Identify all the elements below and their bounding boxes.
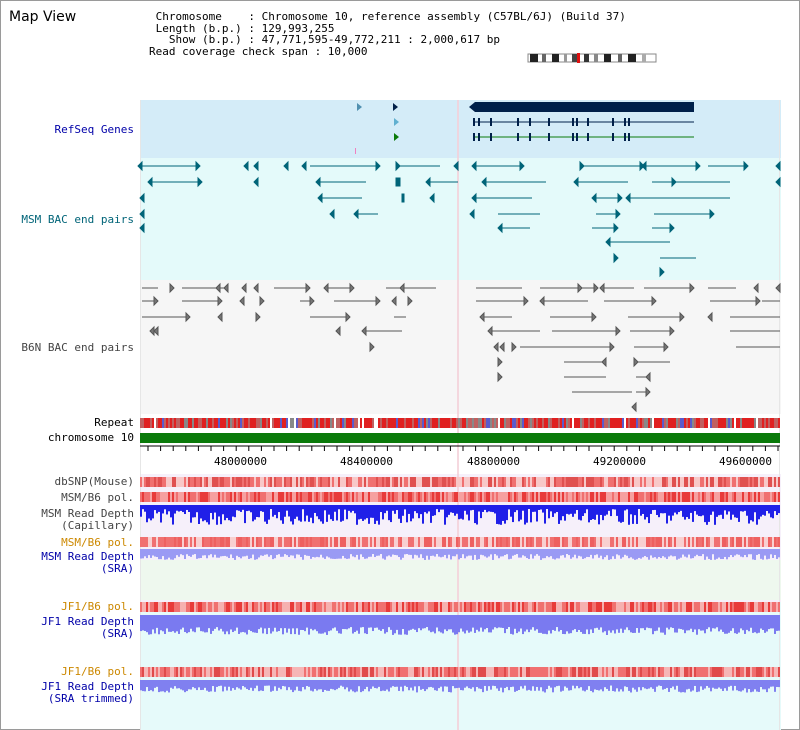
b6n-bac-pairs — [142, 282, 781, 413]
msm-bac-pairs — [137, 160, 781, 278]
b6n-bac-band — [140, 280, 781, 414]
track-label-chromosome[interactable]: chromosome 10 — [47, 431, 134, 444]
label-line: MSM Read Depth — [41, 550, 134, 563]
dbsnp-track[interactable] — [140, 477, 781, 487]
lower-band-2 — [140, 560, 781, 600]
track-label-jf1-depth-sra[interactable]: JF1 Read Depth (SRA) — [41, 616, 134, 640]
label-line: (SRA trimmed) — [47, 692, 134, 705]
refseq-genes-track[interactable] — [140, 100, 781, 158]
track-label-repeat[interactable]: Repeat — [94, 416, 134, 429]
coverage-text: Read coverage check span : 10,000 — [149, 44, 368, 58]
label-line: (Capillary) — [61, 519, 134, 532]
gene-exons — [473, 118, 630, 141]
track-label-msm-depth-sra[interactable]: MSM Read Depth (SRA) — [41, 551, 134, 575]
label-line: MSM Read Depth — [41, 507, 134, 520]
track-label-msm-b6-pol-1[interactable]: MSM/B6 pol. — [61, 491, 134, 504]
chromosome-value: : Chromosome 10, reference assembly (C57… — [248, 10, 626, 23]
axis-tick-label: 49600000 — [719, 455, 772, 468]
track-label-jf1-depth-trim[interactable]: JF1 Read Depth (SRA trimmed) — [41, 681, 134, 705]
track-label-msm-depth-cap[interactable]: MSM Read Depth (Capillary) — [41, 508, 134, 532]
axis-tick-label: 48800000 — [467, 455, 520, 468]
track-label-dbsnp[interactable]: dbSNP(Mouse) — [54, 475, 134, 488]
jf1-read-depth-trimmed-track[interactable] — [140, 680, 781, 700]
msm-b6-pol-track-2[interactable] — [140, 537, 781, 547]
msm-bac-track[interactable] — [137, 158, 781, 280]
msm-b6-pol-track-1[interactable] — [140, 492, 781, 502]
label-line: (SRA) — [100, 562, 134, 575]
page-title: Map View — [9, 9, 77, 25]
chromosome-ideogram[interactable] — [527, 53, 658, 63]
chromosome-info: Chromosome : Chromosome 10, reference as… — [149, 11, 626, 57]
length-key: Length (b.p.) — [149, 21, 242, 35]
repeat-track[interactable] — [140, 418, 781, 428]
label-line: JF1 Read Depth — [41, 680, 134, 693]
jf1-b6-pol-track-2[interactable] — [140, 667, 781, 677]
msm-bac-band — [140, 158, 781, 280]
msm-read-depth-capillary-track[interactable] — [140, 505, 781, 527]
grid-line — [779, 100, 780, 730]
chromosome-key: Chromosome — [149, 10, 222, 23]
axis-tick-label: 48400000 — [340, 455, 393, 468]
jf1-b6-pol-track-1[interactable] — [140, 602, 781, 612]
position-axis — [140, 445, 780, 451]
chromosome-bar[interactable] — [140, 433, 781, 443]
track-label-jf1-b6-pol-2[interactable]: JF1/B6 pol. — [61, 665, 134, 678]
label-line: (SRA) — [100, 627, 134, 640]
track-label-msm-bac[interactable]: MSM BAC end pairs — [21, 213, 134, 226]
track-label-refseq[interactable]: RefSeq Genes — [54, 123, 134, 136]
label-line: JF1 Read Depth — [41, 615, 134, 628]
length-value: : 129,993,255 — [248, 21, 335, 35]
track-label-b6n-bac[interactable]: B6N BAC end pairs — [21, 341, 134, 354]
track-label-msm-b6-pol-2[interactable]: MSM/B6 pol. — [61, 536, 134, 549]
jf1-read-depth-sra-track[interactable] — [140, 615, 781, 637]
track-label-jf1-b6-pol-1[interactable]: JF1/B6 pol. — [61, 600, 134, 613]
show-value: : 47,771,595-49,772,211 : 2,000,617 bp — [248, 33, 501, 46]
msm-read-depth-sra-track[interactable] — [140, 549, 781, 571]
axis-tick-label: 48000000 — [214, 455, 267, 468]
b6n-bac-track[interactable] — [140, 280, 781, 414]
position-cursor[interactable] — [457, 100, 459, 730]
grid-line — [140, 100, 141, 730]
show-key: Show (b.p.) — [149, 33, 242, 46]
axis-tick-label: 49200000 — [593, 455, 646, 468]
